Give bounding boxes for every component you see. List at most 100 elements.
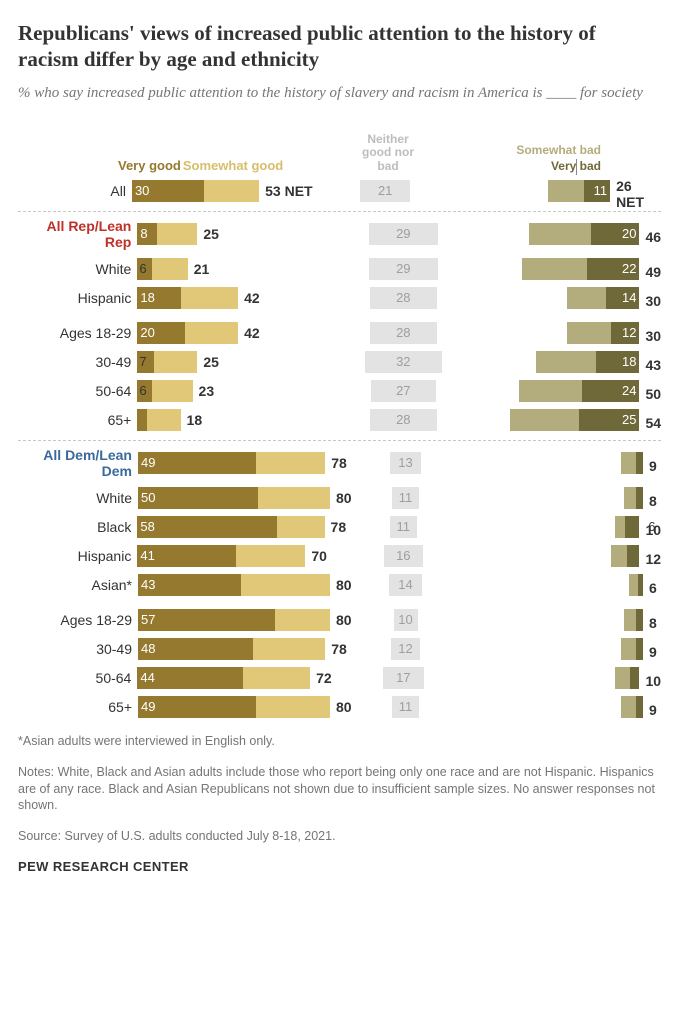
bad-bar-area: [453, 574, 643, 596]
neither-value: 21: [378, 183, 392, 198]
neither-bar-area: 21: [340, 180, 430, 202]
very-good-value: 49: [141, 699, 155, 714]
neither-bar-area: 11: [356, 516, 450, 538]
legend-very-bad: Very bad: [516, 159, 601, 173]
data-row: 65+18282554: [18, 408, 661, 432]
legend-row: Very good Somewhat good Neither good nor…: [18, 125, 661, 175]
bad-net-value: 30: [645, 293, 661, 309]
bad-net-value: 50: [645, 386, 661, 402]
bar-very-good: 20: [137, 322, 185, 344]
good-bar-area: 50 80: [138, 487, 358, 509]
bar-very-bad: 11: [584, 180, 610, 202]
bad-bar-area: 14: [451, 287, 640, 309]
very-good-value: 48: [141, 641, 155, 656]
data-row: Ages 18-292042281230: [18, 321, 661, 345]
good-net-value: 21: [194, 261, 210, 277]
row-label: 30-49: [18, 354, 137, 370]
neither-bar-area: 28: [356, 322, 450, 344]
bad-bar-area: 6: [451, 516, 640, 538]
good-bar-area: 4878: [138, 638, 358, 660]
bar-very-good: 58: [137, 516, 276, 538]
bar-somewhat-good: [154, 351, 197, 373]
bar-somewhat-good: [256, 452, 326, 474]
bar-somewhat-good: [185, 322, 238, 344]
good-net-value: 18: [187, 412, 203, 428]
neither-bar-area: 17: [356, 667, 450, 689]
chart-area: Very good Somewhat good Neither good nor…: [18, 125, 661, 719]
bad-bar-area: [453, 696, 643, 718]
very-good-value: 43: [141, 577, 155, 592]
bar-very-bad: 22: [587, 258, 640, 280]
legend-somewhat-bad: Somewhat bad: [516, 143, 601, 157]
very-good-value: 58: [140, 519, 154, 534]
bar-somewhat-good: [277, 516, 325, 538]
data-row: Hispanic41701612: [18, 544, 661, 568]
neither-bar-area: 32: [356, 351, 450, 373]
neither-bar-area: 13: [358, 452, 453, 474]
bar-somewhat-good: [236, 545, 306, 567]
neither-value: 28: [396, 290, 410, 305]
row-label: All: [18, 183, 132, 199]
neither-value: 11: [399, 699, 413, 714]
bar-somewhat-good: [243, 667, 310, 689]
source: Source: Survey of U.S. adults conducted …: [18, 828, 661, 845]
very-good-value: 18: [140, 290, 154, 305]
bar-neither: 11: [392, 696, 418, 718]
row-label: White: [18, 261, 137, 277]
group-divider: [18, 440, 661, 441]
bar-very-good: 18: [137, 287, 180, 309]
very-bad-value: 14: [622, 290, 636, 305]
neither-value: 11: [397, 519, 411, 534]
bad-net-value: 26 NET: [616, 178, 661, 210]
very-good-value: 44: [140, 670, 154, 685]
notes: Notes: White, Black and Asian adults inc…: [18, 764, 661, 815]
data-row: 30-49725321843: [18, 350, 661, 374]
bar-somewhat-good: [258, 487, 330, 509]
bar-somewhat-good: [256, 696, 330, 718]
row-label: Hispanic: [18, 548, 137, 564]
bar-very-good: 41: [137, 545, 235, 567]
neither-bar-area: 10: [358, 609, 453, 631]
bar-somewhat-good: [152, 258, 188, 280]
very-good-value: 57: [141, 612, 155, 627]
neither-value: 27: [396, 383, 410, 398]
chart-title: Republicans' views of increased public a…: [18, 20, 661, 73]
very-good-value: 6: [139, 383, 146, 398]
good-net-value: 80: [336, 699, 352, 715]
bar-neither: 17: [383, 667, 424, 689]
good-bar-area: 4170: [137, 545, 356, 567]
footnote: *Asian adults were interviewed in Englis…: [18, 733, 661, 750]
bar-neither: 13: [390, 452, 421, 474]
bar-very-bad: [638, 574, 643, 596]
row-label: 65+: [18, 412, 137, 428]
bar-very-good: 30: [132, 180, 204, 202]
neither-value: 28: [396, 412, 410, 427]
good-net-value: 80: [336, 490, 352, 506]
bad-bar-area: [451, 545, 640, 567]
bar-somewhat-good: [147, 409, 181, 431]
bad-net-value: 8: [649, 615, 657, 631]
bar-neither: 11: [390, 516, 416, 538]
bar-very-good: 49: [138, 696, 256, 718]
bar-somewhat-good: [157, 223, 198, 245]
bar-very-good: 44: [137, 667, 243, 689]
bar-very-good: 50: [138, 487, 258, 509]
bad-bar-area: [453, 487, 643, 509]
data-row: 50-6444721710: [18, 666, 661, 690]
good-net-value: 42: [244, 290, 260, 306]
row-label: 65+: [18, 699, 138, 715]
bar-neither: 10: [394, 609, 418, 631]
row-label: Ages 18-29: [18, 612, 138, 628]
neither-value: 17: [396, 670, 410, 685]
very-good-value: 6: [139, 261, 146, 276]
neither-bar-area: 16: [356, 545, 450, 567]
row-label: All Dem/Lean Dem: [18, 447, 138, 479]
data-row: Black587811610: [18, 515, 661, 539]
good-bar-area: 49 80: [138, 696, 358, 718]
neither-value: 11: [399, 490, 413, 505]
good-bar-area: 3053 NET: [132, 180, 340, 202]
bar-very-bad: [636, 487, 643, 509]
bar-very-bad: [636, 609, 643, 631]
neither-value: 32: [396, 354, 410, 369]
neither-bar-area: 14: [358, 574, 453, 596]
